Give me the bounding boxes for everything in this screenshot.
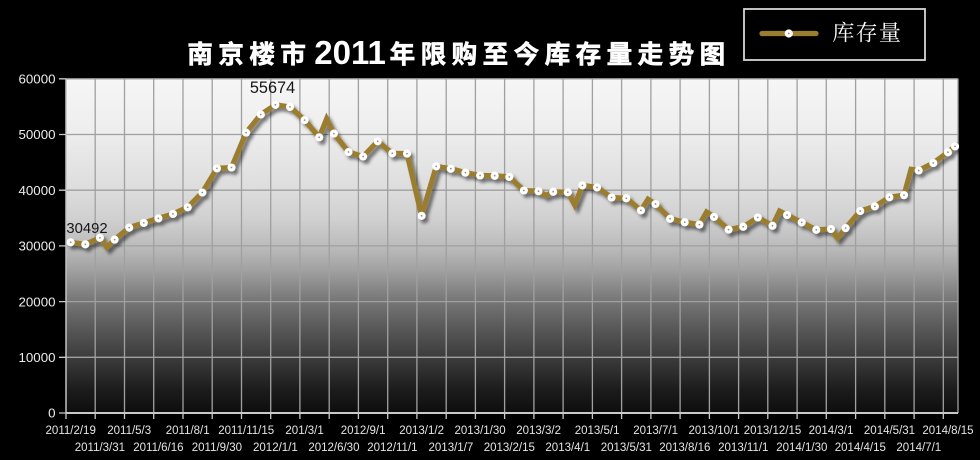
- svg-text:2013/1/2: 2013/1/2: [399, 425, 444, 437]
- svg-text:2014/4/15: 2014/4/15: [835, 442, 886, 454]
- svg-text:20000: 20000: [19, 294, 56, 309]
- svg-text:2011/5/3: 2011/5/3: [107, 425, 151, 437]
- svg-text:2013/12/15: 2013/12/15: [744, 425, 802, 437]
- svg-text:2013/5/31: 2013/5/31: [601, 442, 652, 454]
- svg-text:2013/7/1: 2013/7/1: [633, 425, 678, 437]
- svg-text:2012/9/1: 2012/9/1: [341, 425, 386, 437]
- svg-text:0: 0: [48, 406, 55, 421]
- svg-text:60000: 60000: [19, 72, 56, 87]
- svg-text:2013/1/7: 2013/1/7: [429, 442, 474, 454]
- svg-text:201/3/1: 201/3/1: [285, 425, 323, 437]
- svg-text:2014/7/1: 2014/7/1: [896, 442, 941, 454]
- svg-text:2011/3/31: 2011/3/31: [75, 442, 125, 454]
- svg-text:2013/10/1: 2013/10/1: [689, 425, 740, 437]
- svg-text:30492: 30492: [66, 221, 107, 237]
- svg-text:2013/3/2: 2013/3/2: [516, 425, 561, 437]
- svg-text:2011/2/19: 2011/2/19: [46, 425, 96, 437]
- svg-text:2014/5/31: 2014/5/31: [864, 425, 915, 437]
- svg-text:2011: 2011: [314, 34, 386, 71]
- svg-text:2011/8/1: 2011/8/1: [166, 425, 210, 437]
- svg-text:30000: 30000: [19, 239, 56, 254]
- svg-text:2011/11/15: 2011/11/15: [218, 425, 274, 437]
- svg-text:2012/11/1: 2012/11/1: [367, 442, 417, 454]
- svg-text:2013/11/1: 2013/11/1: [718, 442, 768, 454]
- svg-text:10000: 10000: [19, 350, 56, 365]
- svg-text:2014/1/30: 2014/1/30: [776, 442, 827, 454]
- svg-text:2012/6/30: 2012/6/30: [308, 442, 359, 454]
- svg-text:2013/8/16: 2013/8/16: [659, 442, 710, 454]
- svg-text:2013/4/1: 2013/4/1: [545, 442, 590, 454]
- svg-text:2014/8/15: 2014/8/15: [922, 425, 973, 437]
- svg-text:2011/9/30: 2011/9/30: [192, 442, 242, 454]
- svg-text:2014/3/1: 2014/3/1: [809, 425, 854, 437]
- svg-text:2013/1/30: 2013/1/30: [455, 425, 506, 437]
- svg-text:2013/2/15: 2013/2/15: [484, 442, 535, 454]
- svg-text:40000: 40000: [19, 183, 56, 198]
- svg-text:50000: 50000: [19, 127, 56, 142]
- svg-text:55674: 55674: [250, 79, 295, 97]
- svg-text:2013/5/1: 2013/5/1: [575, 425, 620, 437]
- svg-text:2011/6/16: 2011/6/16: [133, 442, 183, 454]
- svg-text:2012/1/1: 2012/1/1: [253, 442, 298, 454]
